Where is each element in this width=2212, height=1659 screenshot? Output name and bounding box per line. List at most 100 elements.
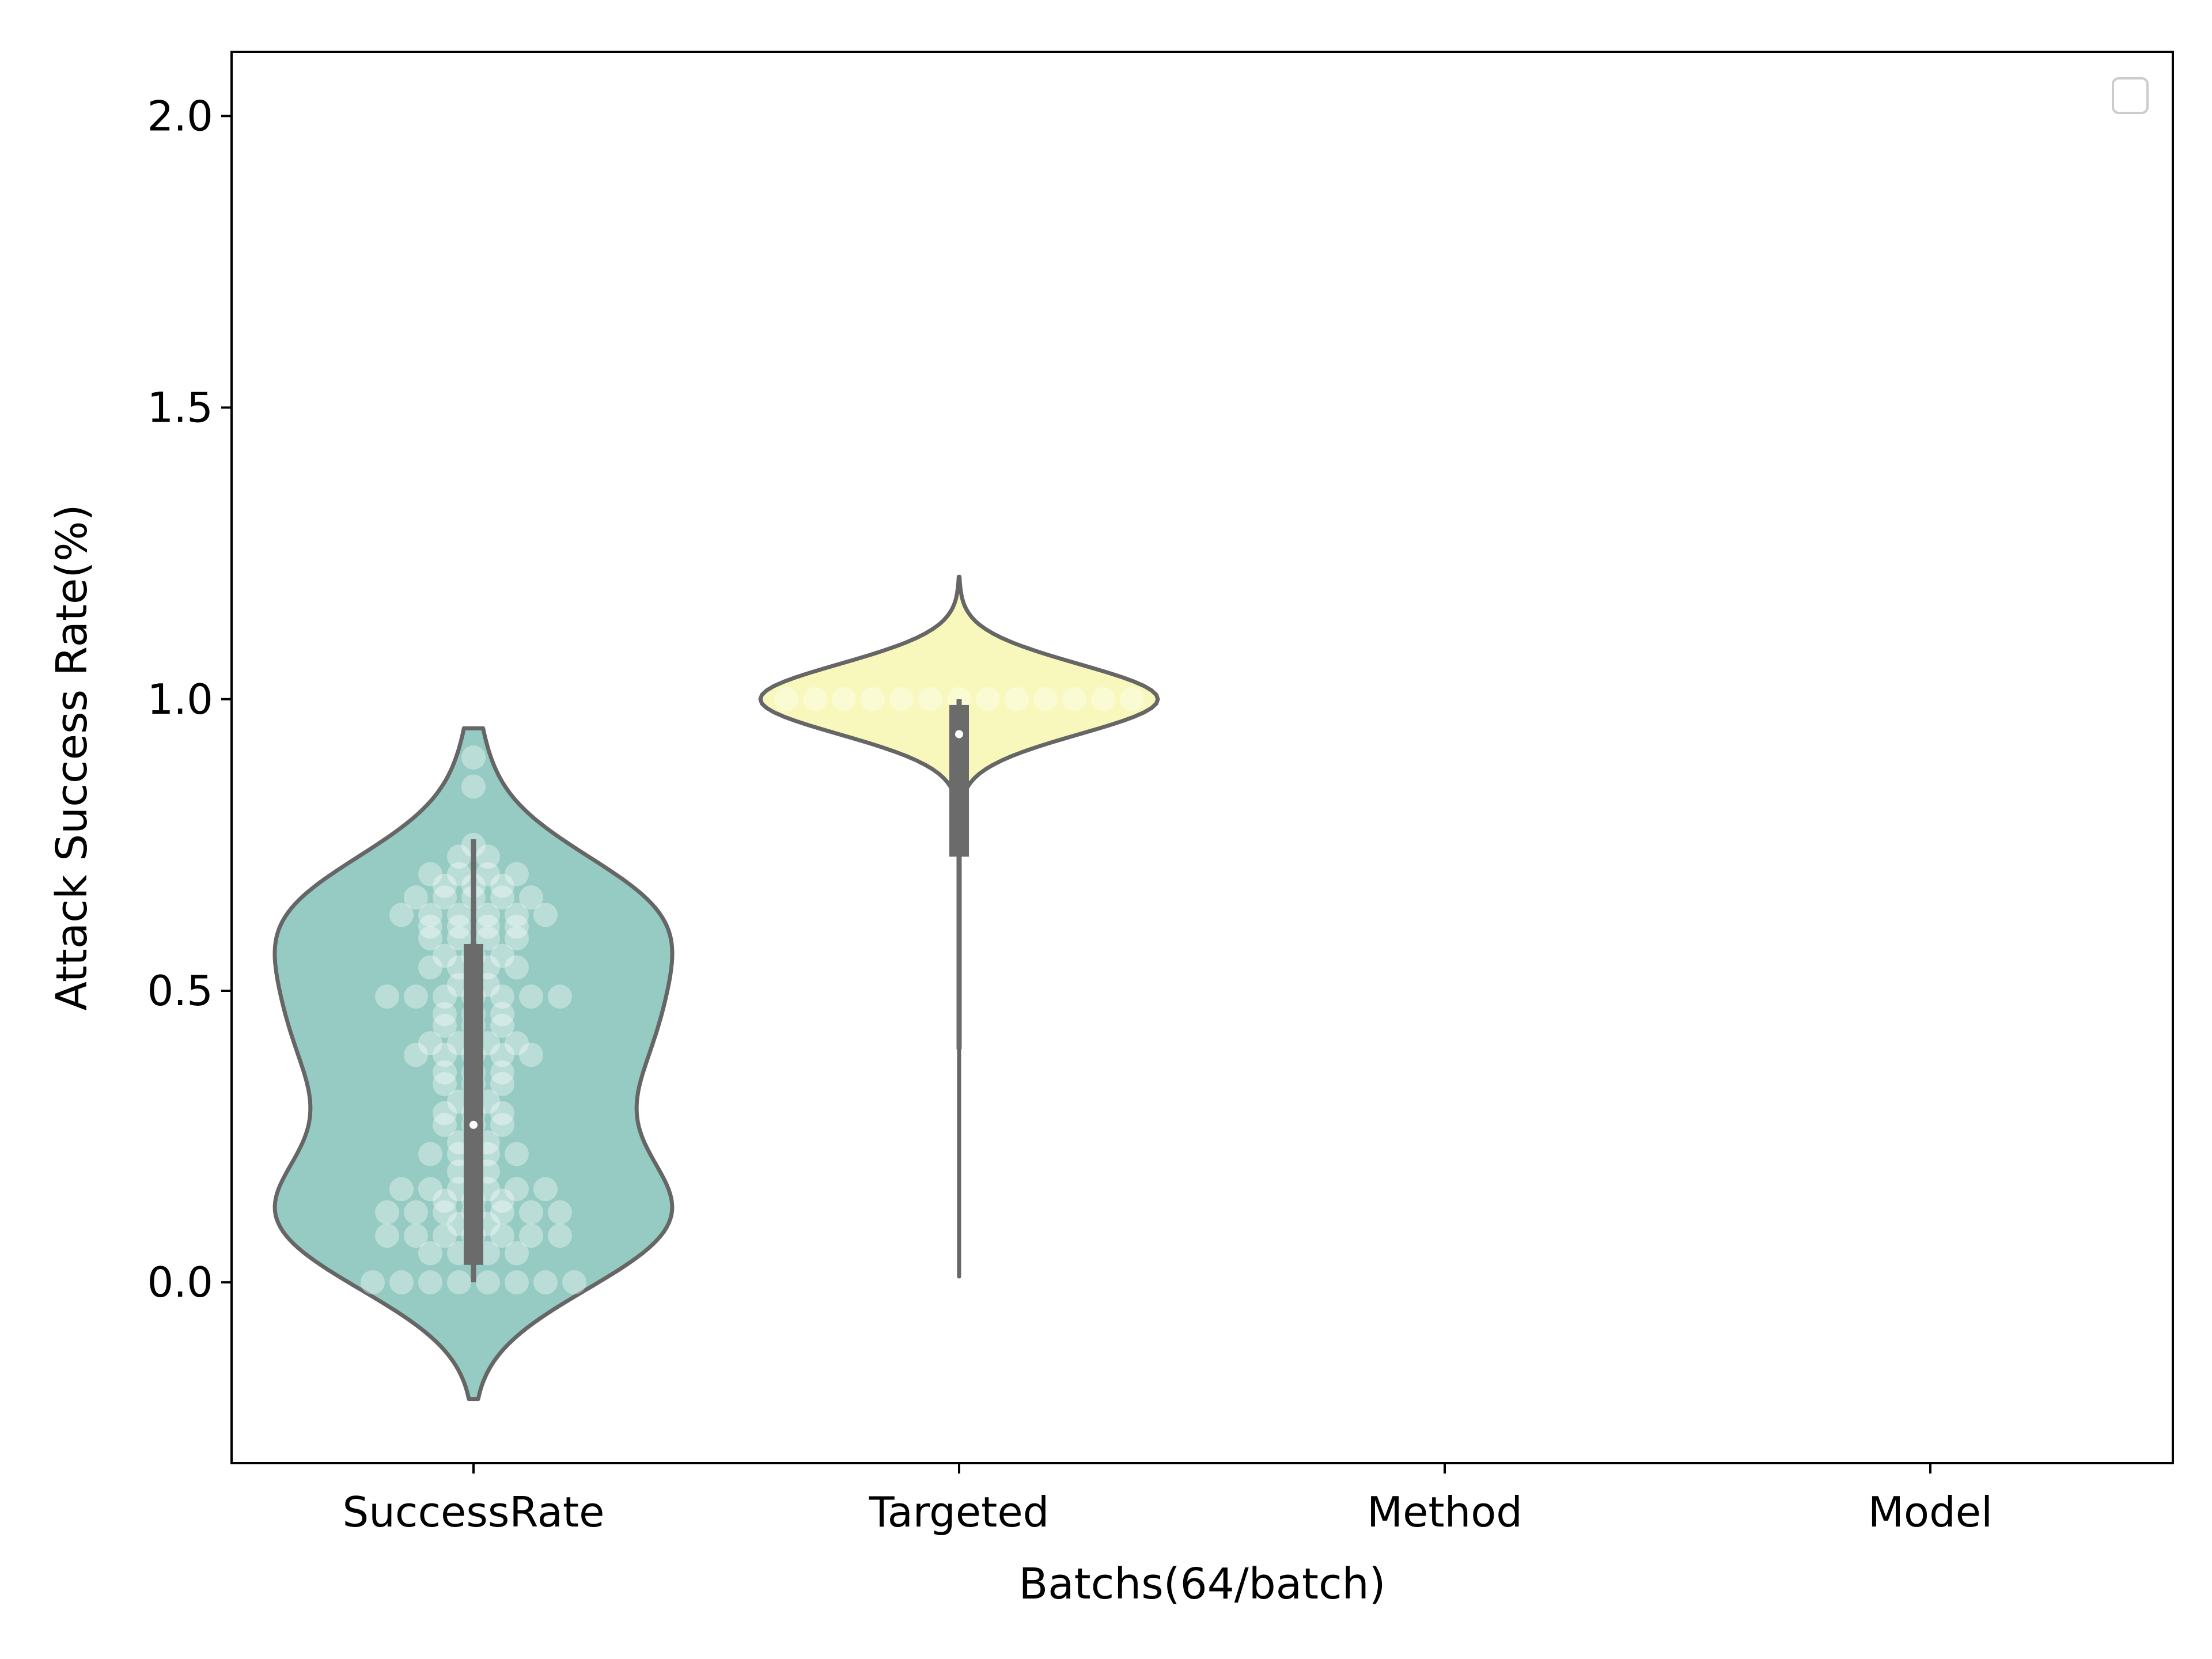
boxes-layer — [464, 699, 969, 1283]
swarm-point — [433, 873, 457, 898]
swarm-point — [505, 1177, 529, 1202]
swarm-point — [433, 1101, 457, 1126]
swarm-point — [404, 1043, 428, 1067]
swarm-point — [447, 862, 471, 887]
swarm-point — [418, 914, 442, 939]
swarm-point — [505, 926, 529, 950]
y-tick-label: 0.0 — [147, 1258, 213, 1306]
axes-frame — [230, 51, 2174, 1464]
swarm-point — [433, 1188, 457, 1213]
swarm-point — [461, 745, 486, 770]
y-tick-label: 0.5 — [147, 967, 213, 1015]
swarm-point — [976, 687, 1000, 711]
swarm-point — [447, 1270, 471, 1295]
swarm-point — [889, 687, 914, 711]
iqr-box — [464, 944, 483, 1265]
swarm-point — [490, 944, 514, 968]
median-dot — [955, 730, 963, 738]
y-tick-label: 1.5 — [147, 384, 213, 432]
swarm-point — [433, 1013, 457, 1038]
swarm-point — [1005, 687, 1029, 711]
swarm-point — [404, 1200, 428, 1225]
swarm-point — [433, 1112, 457, 1137]
legend-box — [2112, 77, 2149, 114]
swarm-point — [861, 687, 885, 711]
swarm-point — [505, 955, 529, 980]
y-axis-label: Attack Success Rate(%) — [47, 505, 97, 1011]
swarm-point — [433, 1071, 457, 1096]
swarm-point — [533, 1270, 558, 1295]
swarm-point — [1062, 687, 1086, 711]
swarm-point — [433, 984, 457, 1009]
swarm-point — [490, 1200, 514, 1225]
swarm-point — [447, 903, 471, 927]
swarm-point — [505, 862, 529, 887]
swarm-point — [505, 1142, 529, 1166]
swarm-point — [1091, 687, 1115, 711]
swarm-point — [490, 873, 514, 898]
swarm-point — [505, 914, 529, 939]
swarm-point — [490, 1112, 514, 1137]
swarm-point — [433, 1060, 457, 1085]
swarm-point — [832, 687, 856, 711]
swarm-point — [433, 944, 457, 968]
swarm-point — [548, 1200, 572, 1225]
median-dot — [469, 1120, 478, 1129]
y-tick-label: 1.0 — [147, 675, 213, 724]
x-tick-label: Model — [1868, 1488, 1993, 1536]
x-tick-label: Method — [1367, 1488, 1522, 1536]
x-tick-label: Targeted — [869, 1488, 1050, 1536]
swarm-point — [490, 984, 514, 1009]
swarm-point — [476, 844, 500, 869]
swarm-point — [519, 885, 543, 910]
swarm-point — [433, 1200, 457, 1225]
swarm-point — [361, 1270, 385, 1295]
swarm-point — [519, 984, 543, 1009]
swarm-point — [562, 1270, 586, 1295]
swarm-point — [476, 914, 500, 939]
swarm-point — [490, 1188, 514, 1213]
swarm-point — [774, 687, 798, 711]
swarm-point — [490, 1013, 514, 1038]
swarm-point — [519, 1200, 543, 1225]
swarm-point — [433, 885, 457, 910]
swarm-point — [918, 687, 942, 711]
swarm-point — [1033, 687, 1058, 711]
swarm-point — [519, 1224, 543, 1248]
swarm-point — [389, 1270, 414, 1295]
iqr-box — [949, 704, 969, 857]
swarm-point — [418, 1142, 442, 1166]
swarm-point — [404, 984, 428, 1009]
swarm-point — [476, 1270, 500, 1295]
x-tick-label: SuccessRate — [343, 1488, 605, 1536]
swarm-point — [418, 1031, 442, 1056]
swarm-point — [548, 1224, 572, 1248]
swarm-point — [533, 903, 558, 927]
swarm-point — [433, 1224, 457, 1248]
swarm-point — [490, 1071, 514, 1096]
swarm-point — [375, 1200, 399, 1225]
swarm-point — [490, 1060, 514, 1085]
swarm-point — [418, 1270, 442, 1295]
swarm-point — [418, 1177, 442, 1202]
swarm-point — [404, 885, 428, 910]
swarm-point — [389, 903, 414, 927]
swarm-point — [476, 903, 500, 927]
swarm-point — [375, 984, 399, 1009]
swarm-point — [447, 914, 471, 939]
swarm-point — [490, 1101, 514, 1126]
swarm-point — [505, 1031, 529, 1056]
swarm-point — [404, 1224, 428, 1248]
swarm-point — [533, 1177, 558, 1202]
swarm-point — [418, 1241, 442, 1266]
swarm-point — [433, 1043, 457, 1067]
swarm-point — [490, 885, 514, 910]
swarm-point — [418, 926, 442, 950]
y-tick-label: 2.0 — [147, 92, 213, 140]
swarm-point — [803, 687, 827, 711]
swarm-point — [490, 1002, 514, 1027]
swarm-point — [519, 1043, 543, 1067]
swarm-point — [461, 774, 486, 799]
